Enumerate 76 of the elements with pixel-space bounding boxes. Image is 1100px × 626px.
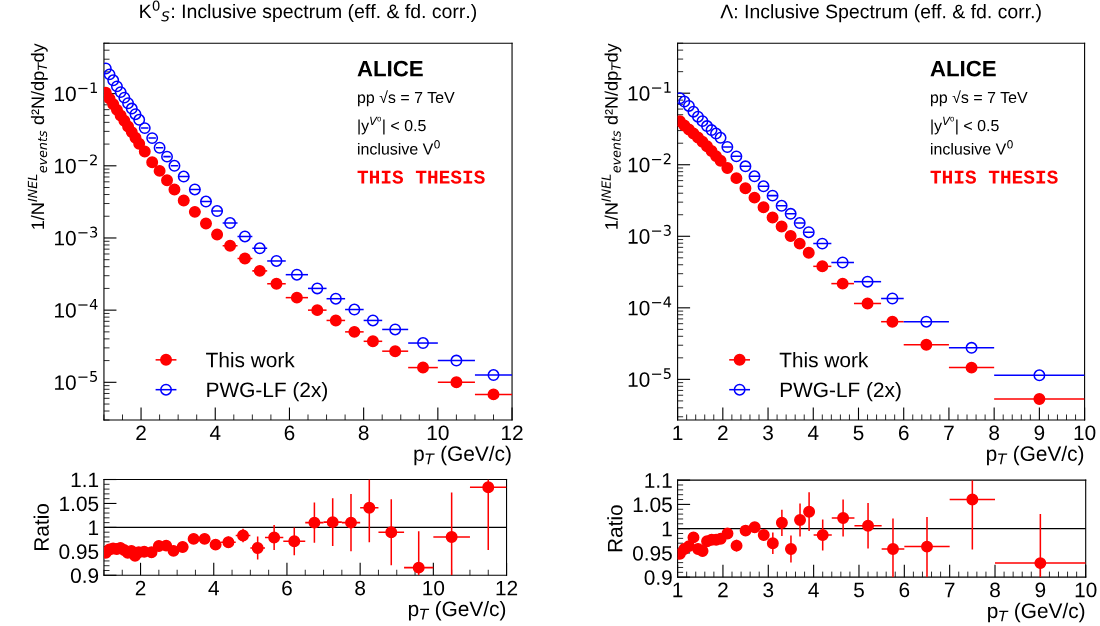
x-tick-label: 4 xyxy=(807,425,819,440)
annotation: ALICE xyxy=(930,60,996,77)
x-axis-title: p$_{T}$ (GeV/c) xyxy=(408,600,506,621)
x-tick-label: 7 xyxy=(944,582,955,598)
annotation: THIS THESIS xyxy=(930,170,1058,184)
y-axis-title: 1/N$^{INEL}$$_{events}$ d²N/dp$_{T}$dy xyxy=(601,43,622,229)
x-tick-label: 4 xyxy=(209,425,221,440)
y-tick-label: 10$^{−4}$ xyxy=(628,296,672,316)
x-tick-label: 8 xyxy=(989,425,1000,441)
x-tick-label: 7 xyxy=(944,425,954,440)
x-axis-title: p$_{T}$ (GeV/c) xyxy=(986,445,1084,466)
annotation: |y$^{V⁰}$| < 0.5 xyxy=(931,116,999,135)
x-tick-label: 2 xyxy=(136,425,146,440)
x-tick-label: 6 xyxy=(282,580,292,596)
x-tick-label: 5 xyxy=(854,582,864,598)
x-tick-label: 8 xyxy=(358,425,369,441)
y-axis-title: Ratio xyxy=(607,505,623,552)
x-tick-label: 1 xyxy=(673,425,683,440)
annotation: inclusive V$^{0}$ xyxy=(931,140,1013,155)
y-tick-label: 10$^{−5}$ xyxy=(55,371,98,390)
x-tick-label: 12 xyxy=(496,580,518,596)
annotation: inclusive V$^{0}$ xyxy=(358,140,440,155)
annotation: pp √s = 7 TeV xyxy=(358,90,455,107)
y-tick-label: 0.9 xyxy=(70,568,99,584)
x-tick-label: 6 xyxy=(899,582,910,598)
x-tick-label: 9 xyxy=(1035,582,1046,598)
x-tick-label: 8 xyxy=(355,580,366,596)
y-tick-label: 0.95 xyxy=(633,545,672,561)
legend-label: This work xyxy=(206,352,295,368)
x-tick-label: 3 xyxy=(763,582,774,598)
y-tick-label: 1 xyxy=(89,520,99,535)
x-tick-label: 3 xyxy=(763,425,773,441)
y-tick-label: 1 xyxy=(662,521,672,537)
x-axis-title: p$_{T}$ (GeV/c) xyxy=(988,602,1085,623)
y-tick-label: 10$^{−1}$ xyxy=(55,82,97,102)
x-tick-label: 12 xyxy=(502,425,523,440)
y-tick-label: 10$^{−3}$ xyxy=(55,226,98,246)
y-tick-label: 1.05 xyxy=(633,497,672,513)
x-tick-label: 10 xyxy=(423,580,445,596)
x-tick-label: 10 xyxy=(427,425,449,441)
x-tick-label: 2 xyxy=(718,582,728,598)
y-tick-label: 1.05 xyxy=(60,496,99,512)
x-tick-label: 4 xyxy=(808,582,819,598)
annotation: |y$^{V⁰}$| < 0.5 xyxy=(358,116,426,135)
x-tick-label: 6 xyxy=(284,425,295,441)
y-tick-label: 10$^{−2}$ xyxy=(55,154,97,174)
y-axis-title: Ratio xyxy=(33,503,49,551)
y-tick-label: 10$^{−3}$ xyxy=(628,224,671,244)
annotation: ALICE xyxy=(357,60,423,77)
x-tick-label: 9 xyxy=(1034,425,1045,441)
y-tick-label: 10$^{−1}$ xyxy=(628,82,671,101)
y-tick-label: 1.1 xyxy=(71,472,99,488)
annotation: THIS THESIS xyxy=(357,170,485,184)
chart-title: K$^{0}$$_{S}$: Inclusive spectrum (eff. & fd. corr.) xyxy=(140,0,477,23)
x-tick-label: 8 xyxy=(990,582,1000,598)
x-tick-label: 1 xyxy=(673,582,683,598)
annotation: pp √s = 7 TeV xyxy=(930,90,1028,107)
x-tick-label: 10 xyxy=(1074,425,1096,441)
x-tick-label: 10 xyxy=(1075,582,1097,598)
chart-title: Λ: Inclusive Spectrum (eff. & fd. corr.) xyxy=(720,4,1041,23)
legend-label: This work xyxy=(779,352,869,368)
y-tick-label: 10$^{−5}$ xyxy=(628,368,671,387)
y-axis-title: 1/N$^{INEL}$$_{events}$ d²N/dp$_{T}$dy xyxy=(27,43,48,229)
x-tick-label: 2 xyxy=(135,580,146,596)
x-tick-label: 6 xyxy=(898,425,909,441)
x-axis-title: p$_{T}$ (GeV/c) xyxy=(414,445,511,466)
y-tick-label: 10$^{−2}$ xyxy=(628,153,671,173)
y-tick-label: 0.95 xyxy=(59,544,99,560)
x-tick-label: 4 xyxy=(208,580,219,596)
y-tick-label: 1.1 xyxy=(645,473,672,488)
legend-label: PWG-LF (2x) xyxy=(207,381,327,402)
x-tick-label: 5 xyxy=(853,425,864,441)
y-tick-label: 10$^{−4}$ xyxy=(55,298,98,318)
x-tick-label: 2 xyxy=(718,425,728,440)
legend-label: PWG-LF (2x) xyxy=(780,381,901,402)
y-tick-label: 0.9 xyxy=(644,570,672,585)
